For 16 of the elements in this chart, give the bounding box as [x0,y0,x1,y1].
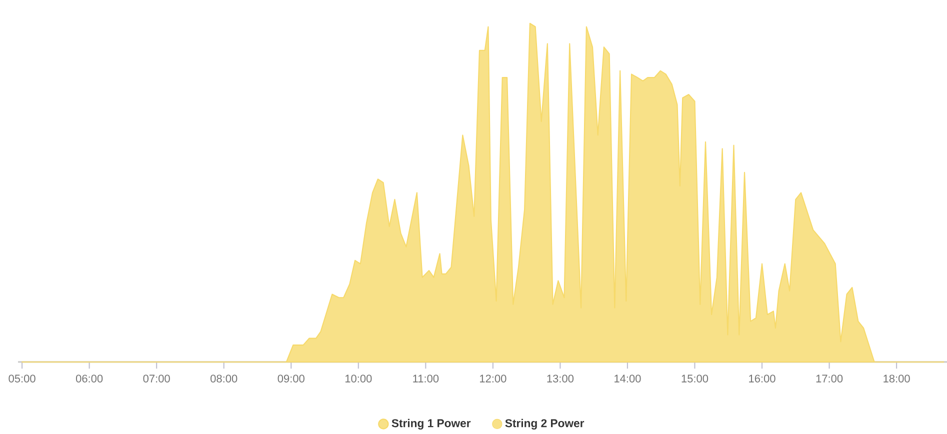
x-tick-label: 10:00 [345,374,372,382]
x-tick-label: 16:00 [749,374,776,382]
x-tick-label: 06:00 [76,374,103,382]
x-tick-label: 18:00 [884,374,910,382]
legend-label: String 1 Power [392,418,471,430]
x-tick-label: 05:00 [8,374,36,382]
x-tick-label: 15:00 [682,374,708,382]
x-tick-label: 12:00 [480,374,506,382]
x-tick-label: 08:00 [210,374,238,382]
x-tick-label: 17:00 [816,374,843,382]
x-tick-label: 11:00 [413,374,439,382]
x-tick-label: 14:00 [614,374,641,382]
x-tick-label: 13:00 [547,374,574,382]
x-tick-label: 09:00 [278,374,304,382]
x-tick-label: 07:00 [143,374,170,382]
legend-label: String 2 Power [505,418,584,430]
